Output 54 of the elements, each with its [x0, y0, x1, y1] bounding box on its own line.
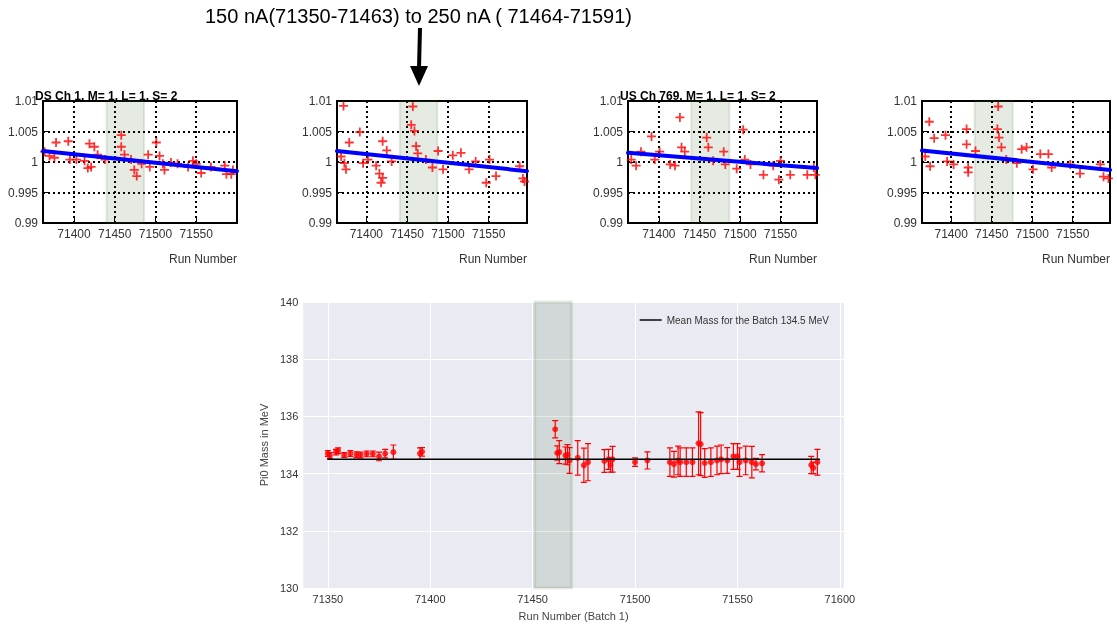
x-tick-label: 71550 — [471, 227, 506, 241]
y-tick-label: 0.995 — [886, 185, 918, 200]
y-tick-label: 1.01 — [893, 94, 918, 108]
y-tick-label: 1 — [616, 155, 624, 169]
x-tick-label: 71500 — [1015, 227, 1050, 241]
legend-label: Mean Mass for the Batch 134.5 MeV — [666, 314, 830, 326]
x-tick-label: 71400 — [349, 227, 384, 241]
x-axis-title: Run Number (Batch 1) — [518, 609, 629, 622]
x-tick-label: 71400 — [934, 227, 969, 241]
y-tick-label: 0.99 — [893, 216, 918, 230]
y-tick-label: 138 — [279, 353, 299, 366]
x-tick-label: 71550 — [722, 592, 753, 605]
y-tick-label: 1.005 — [592, 124, 624, 139]
x-tick-label: 71500 — [431, 227, 465, 241]
y-tick-label: 1.005 — [886, 124, 918, 139]
x-axis-title: Run Number — [168, 252, 237, 266]
x-tick-label: 71500 — [723, 227, 757, 241]
x-tick-label: 71400 — [414, 592, 446, 605]
y-tick-label: 130 — [279, 582, 299, 594]
x-tick-label: 71450 — [98, 227, 132, 241]
x-tick-label: 71400 — [57, 227, 91, 241]
y-tick-label: 1.01 — [308, 94, 333, 108]
y-tick-label: 0.99 — [308, 216, 333, 230]
y-tick-label: 0.995 — [301, 185, 333, 200]
x-tick-label: 71550 — [179, 227, 214, 241]
y-tick-label: 0.99 — [599, 216, 624, 230]
x-tick-label: 71550 — [763, 227, 798, 241]
y-tick-label: 0.995 — [7, 185, 39, 200]
y-tick-label: 140 — [279, 296, 299, 308]
x-axis-title: Run Number — [458, 252, 527, 266]
y-tick-label: 1 — [325, 155, 333, 169]
x-tick-label: 71350 — [312, 592, 344, 605]
x-tick-label: 71450 — [975, 227, 1009, 241]
x-tick-label: 71550 — [1056, 227, 1090, 241]
x-tick-label: 71500 — [619, 592, 651, 605]
x-tick-label: 71450 — [517, 592, 548, 605]
x-tick-label: 71450 — [390, 227, 425, 241]
x-tick-label: 71600 — [824, 592, 856, 605]
y-tick-label: 1.005 — [7, 124, 39, 139]
y-tick-label: 136 — [279, 410, 299, 423]
y-axis-title: Pi0 Mass in MeV — [257, 403, 270, 487]
y-tick-label: 1 — [910, 155, 918, 169]
y-tick-label: 134 — [279, 467, 299, 480]
x-tick-label: 71500 — [138, 227, 173, 241]
y-tick-label: 1.005 — [301, 124, 333, 139]
x-axis-title: Run Number — [1041, 252, 1110, 266]
x-axis-title: Run Number — [748, 252, 817, 266]
y-tick-label: 132 — [279, 524, 299, 537]
x-tick-label: 71450 — [682, 227, 717, 241]
y-tick-label: 0.995 — [592, 185, 624, 200]
y-tick-label: 0.99 — [14, 216, 39, 230]
text: 150 nA(71350-71463) to 250 nA ( 71464-71591) — [205, 5, 633, 27]
x-tick-label: 71400 — [642, 227, 676, 241]
y-tick-label: 1 — [31, 155, 39, 169]
